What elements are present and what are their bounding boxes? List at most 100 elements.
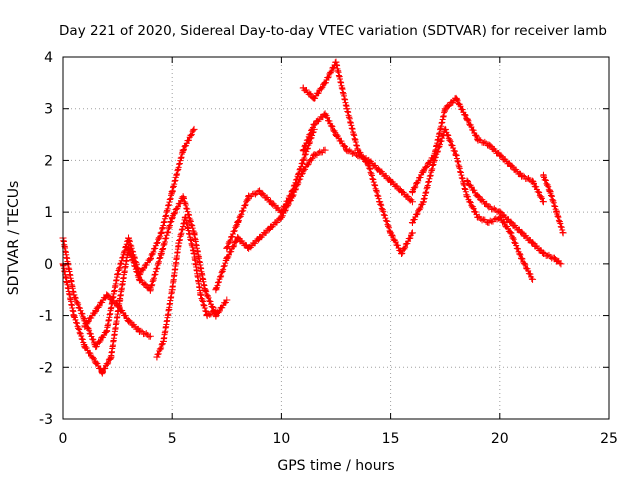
plot-frame — [62, 56, 610, 420]
series-trace — [409, 95, 546, 205]
series-arc-10 — [408, 125, 537, 283]
data-point — [179, 193, 187, 201]
data-point — [245, 193, 253, 201]
series-arc-3 — [81, 291, 154, 340]
series-arc-4 — [153, 213, 220, 361]
x-axis-label: GPS time / hours — [277, 458, 394, 474]
y-tick-label: -3 — [39, 412, 53, 428]
data-point — [529, 275, 537, 283]
data-point — [321, 79, 329, 87]
data-point — [387, 177, 395, 185]
data-point — [365, 156, 373, 164]
data-point — [343, 105, 351, 113]
data-point — [408, 187, 416, 195]
data-point — [153, 353, 161, 361]
series-arc-8 — [299, 110, 416, 206]
data-point — [190, 229, 198, 237]
series-trace — [540, 171, 566, 236]
data-point — [332, 131, 340, 139]
data-point — [321, 110, 329, 118]
data-point — [299, 146, 307, 154]
data-point — [146, 332, 154, 340]
data-point — [157, 229, 165, 237]
data-point — [92, 343, 100, 351]
data-point — [168, 213, 176, 221]
data-point — [441, 125, 449, 133]
data-point — [146, 255, 154, 263]
data-point — [507, 162, 515, 170]
y-tick-label: 2 — [44, 153, 53, 169]
data-point — [529, 177, 537, 185]
data-point — [398, 187, 406, 195]
data-point — [310, 94, 318, 102]
grid — [63, 57, 609, 419]
data-point — [125, 234, 133, 242]
data-point — [419, 167, 427, 175]
data-point — [299, 84, 307, 92]
data-point — [452, 151, 460, 159]
data-point — [116, 296, 124, 304]
data-point — [452, 94, 460, 102]
series-arc-12 — [539, 171, 567, 237]
data-point — [234, 218, 242, 226]
data-point — [81, 322, 89, 330]
data-point — [441, 105, 449, 113]
data-point — [474, 193, 482, 201]
data-point — [125, 317, 133, 325]
data-point — [266, 224, 274, 232]
data-point — [529, 239, 537, 247]
data-point — [203, 312, 211, 320]
data-point — [354, 151, 362, 159]
data-point — [146, 286, 154, 294]
data-point — [518, 255, 526, 263]
data-point — [332, 58, 340, 66]
y-tick-label: 4 — [44, 50, 53, 66]
data-point — [201, 286, 209, 294]
data-point — [223, 296, 231, 304]
data-point — [376, 198, 384, 206]
data-point — [223, 255, 231, 263]
x-tick-label: 0 — [59, 431, 68, 447]
data-point — [376, 167, 384, 175]
data-point — [546, 187, 554, 195]
data-point — [310, 120, 318, 128]
data-point — [288, 187, 296, 195]
data-point — [408, 198, 416, 206]
data-point — [310, 151, 318, 159]
series-arc-6 — [223, 125, 318, 252]
data-point — [107, 353, 115, 361]
data-point — [485, 203, 493, 211]
data-point — [539, 250, 547, 258]
y-tick-label: 3 — [44, 102, 53, 118]
data-point — [159, 337, 167, 345]
data-point — [559, 229, 567, 237]
y-axis: -3 -2 -1 0 1 2 3 4 — [39, 50, 609, 428]
data-point — [179, 146, 187, 154]
data-point — [299, 156, 307, 164]
data-point — [553, 208, 561, 216]
data-point — [485, 218, 493, 226]
data-point — [190, 125, 198, 133]
y-tick-label: -2 — [39, 360, 53, 376]
x-tick-label: 5 — [168, 431, 177, 447]
data-point — [125, 244, 133, 252]
chart-title: Day 221 of 2020, Sidereal Day-to-day VTE… — [59, 23, 607, 39]
data-point — [398, 250, 406, 258]
data-point — [507, 218, 515, 226]
data-point — [92, 306, 100, 314]
data-point — [197, 291, 205, 299]
data-point — [256, 187, 264, 195]
data-point — [135, 327, 143, 335]
data-point — [92, 358, 100, 366]
y-axis-label: SDTVAR / TECUs — [6, 181, 22, 296]
x-tick-label: 10 — [272, 431, 290, 447]
x-tick-label: 15 — [382, 431, 400, 447]
data-point — [463, 115, 471, 123]
data-point — [539, 198, 547, 206]
data-point — [223, 244, 231, 252]
y-tick-label: 0 — [44, 257, 53, 273]
data-point — [496, 208, 504, 216]
data-point — [114, 301, 122, 309]
series-arc-2 — [59, 193, 231, 377]
